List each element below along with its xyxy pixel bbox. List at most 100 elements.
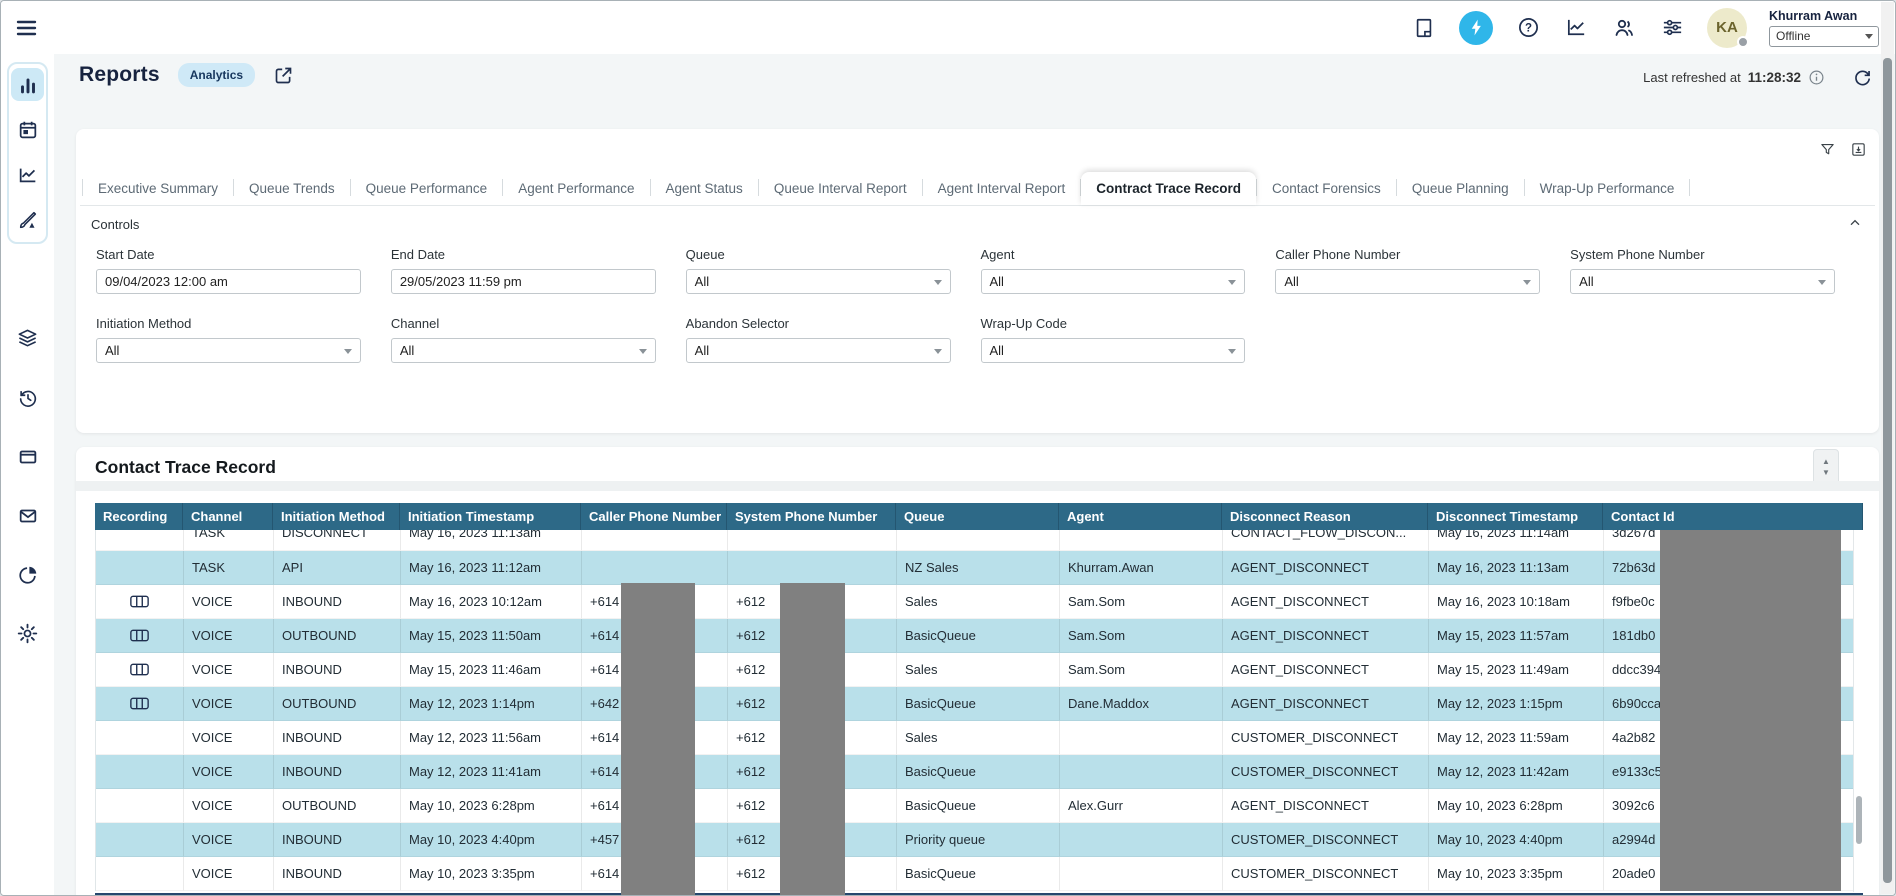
external-link-icon[interactable] — [273, 65, 294, 86]
caret-down-icon — [934, 349, 942, 354]
column-header-channel[interactable]: Channel — [183, 503, 273, 530]
cell-system-phone — [728, 551, 897, 585]
tab-queue-performance[interactable]: Queue Performance — [351, 172, 503, 205]
cell-initiation-method: INBOUND — [274, 823, 401, 857]
tab-agent-performance[interactable]: Agent Performance — [503, 172, 649, 205]
column-header-initiation-method[interactable]: Initiation Method — [273, 503, 400, 530]
initiation-method-select[interactable]: All — [96, 338, 361, 363]
table-row[interactable]: VOICEOUTBOUNDMay 10, 2023 6:28pm+614+612… — [96, 789, 1863, 823]
tab-executive-summary[interactable]: Executive Summary — [83, 172, 233, 205]
recording-icon[interactable] — [130, 663, 149, 676]
status-select[interactable]: Offline — [1769, 26, 1879, 47]
sidebar-item-window[interactable] — [11, 440, 44, 473]
sidebar-item-design[interactable] — [11, 203, 44, 236]
system-phone-number-select[interactable]: All — [1570, 269, 1835, 294]
topbar-button-bolt[interactable] — [1459, 11, 1493, 45]
caller-phone-number-select[interactable]: All — [1275, 269, 1540, 294]
topbar-button-metrics[interactable] — [1563, 15, 1589, 41]
topbar-button-notes[interactable] — [1411, 15, 1437, 41]
filter-label: Queue — [686, 247, 951, 262]
table-row[interactable]: TASKAPIMay 16, 2023 11:12amNZ SalesKhurr… — [96, 551, 1863, 585]
column-header-recording[interactable]: Recording — [95, 503, 183, 530]
sidebar-item-calendar[interactable] — [11, 113, 44, 146]
recording-icon[interactable] — [130, 595, 149, 608]
column-header-queue[interactable]: Queue — [896, 503, 1059, 530]
channel-select[interactable]: All — [391, 338, 656, 363]
agent-select[interactable]: All — [981, 269, 1246, 294]
table-row[interactable]: VOICEINBOUNDMay 15, 2023 11:46am+614+612… — [96, 653, 1863, 687]
cell-disconnect-timestamp: May 12, 2023 11:59am — [1429, 721, 1604, 755]
chevron-up-icon[interactable] — [1847, 215, 1863, 231]
menu-icon[interactable] — [15, 16, 39, 40]
filter-label: Start Date — [96, 247, 361, 262]
column-header-agent[interactable]: Agent — [1059, 503, 1222, 530]
table-row[interactable]: VOICEINBOUNDMay 12, 2023 11:56am+614+612… — [96, 721, 1863, 755]
tab-queue-planning[interactable]: Queue Planning — [1397, 172, 1524, 205]
cell-recording — [96, 687, 184, 721]
sidebar-item-bar-chart[interactable] — [11, 68, 44, 101]
cell-queue: Sales — [897, 721, 1060, 755]
wrap-up-code-select[interactable]: All — [981, 338, 1246, 363]
column-header-disconnect-timestamp[interactable]: Disconnect Timestamp — [1428, 503, 1603, 530]
sidebar-item-mail[interactable] — [11, 499, 44, 532]
tab-agent-interval-report[interactable]: Agent Interval Report — [923, 172, 1081, 205]
redaction-overlay-caller — [621, 583, 695, 896]
avatar-initials: KA — [1716, 19, 1738, 36]
sidebar-item-line-chart[interactable] — [11, 158, 44, 191]
topbar-button-settings-sliders[interactable] — [1659, 15, 1685, 41]
table-row[interactable]: VOICEOUTBOUNDMay 15, 2023 11:50am+614+61… — [96, 619, 1863, 653]
tab-wrap-up-performance[interactable]: Wrap-Up Performance — [1525, 172, 1690, 205]
recording-icon[interactable] — [130, 697, 149, 710]
table-scrollbar[interactable] — [1853, 530, 1864, 892]
stepper-up-icon[interactable]: ▲ — [1822, 458, 1830, 466]
sidebar-item-history[interactable] — [11, 381, 44, 414]
column-header-initiation-timestamp[interactable]: Initiation Timestamp — [400, 503, 581, 530]
start-date-input[interactable] — [96, 269, 361, 294]
stepper-down-icon[interactable]: ▼ — [1822, 469, 1830, 477]
cell-channel: VOICE — [184, 857, 274, 891]
page-scrollbar[interactable] — [1881, 2, 1894, 894]
table-scrollbar-thumb[interactable] — [1856, 796, 1862, 844]
svg-text:?: ? — [1524, 22, 1531, 34]
page-scrollbar-thumb[interactable] — [1883, 58, 1892, 883]
filter-icon[interactable] — [1819, 141, 1836, 158]
column-header-disconnect-reason[interactable]: Disconnect Reason — [1222, 503, 1428, 530]
table-row[interactable]: VOICEOUTBOUNDMay 12, 2023 1:14pm+642+612… — [96, 687, 1863, 721]
tab-agent-status[interactable]: Agent Status — [651, 172, 758, 205]
table-row[interactable]: VOICEINBOUNDMay 10, 2023 4:40pm+457+612P… — [96, 823, 1863, 857]
abandon-selector-select[interactable]: All — [686, 338, 951, 363]
cell-recording — [96, 619, 184, 653]
table-row[interactable]: VOICEINBOUNDMay 10, 2023 3:35pm+614+612B… — [96, 857, 1863, 891]
cell-channel: VOICE — [184, 619, 274, 653]
end-date-input[interactable] — [391, 269, 656, 294]
column-header-caller-phone-number[interactable]: Caller Phone Number — [581, 503, 727, 530]
tab-contact-forensics[interactable]: Contact Forensics — [1257, 172, 1396, 205]
topbar-button-help[interactable]: ? — [1515, 15, 1541, 41]
topbar-button-contacts[interactable] — [1611, 15, 1637, 41]
cell-agent: Dane.Maddox — [1060, 687, 1223, 721]
table-row[interactable]: VOICEINBOUNDMay 12, 2023 11:41am+614+612… — [96, 755, 1863, 789]
cell-initiation-method: INBOUND — [274, 653, 401, 687]
queue-select[interactable]: All — [686, 269, 951, 294]
column-header-contact-id[interactable]: Contact Id — [1603, 503, 1863, 530]
tab-queue-interval-report[interactable]: Queue Interval Report — [759, 172, 922, 205]
cell-disconnect-timestamp: May 16, 2023 10:18am — [1429, 585, 1604, 619]
refresh-icon[interactable] — [1852, 67, 1873, 88]
info-icon[interactable] — [1808, 69, 1825, 86]
filter-abandon-selector: Abandon SelectorAll — [686, 316, 951, 363]
tab-queue-trends[interactable]: Queue Trends — [234, 172, 350, 205]
recording-icon[interactable] — [130, 629, 149, 642]
tab-contract-trace-record[interactable]: Contract Trace Record — [1081, 172, 1256, 205]
table-row[interactable]: VOICEINBOUNDMay 16, 2023 10:12am+614+612… — [96, 585, 1863, 619]
download-icon[interactable] — [1850, 141, 1867, 158]
column-header-system-phone-number[interactable]: System Phone Number — [727, 503, 896, 530]
cell-initiation-method: INBOUND — [274, 721, 401, 755]
table-row[interactable]: TASKDISCONNECTMay 16, 2023 11:13amCONTAC… — [96, 530, 1863, 551]
sidebar-item-layers[interactable] — [11, 322, 44, 355]
avatar[interactable]: KA — [1707, 8, 1747, 48]
cell-channel: VOICE — [184, 789, 274, 823]
cell-initiation-method: API — [274, 551, 401, 585]
sidebar-item-pie-chart[interactable] — [11, 558, 44, 591]
cell-initiation-timestamp: May 12, 2023 1:14pm — [401, 687, 582, 721]
sidebar-item-gear[interactable] — [11, 617, 44, 650]
